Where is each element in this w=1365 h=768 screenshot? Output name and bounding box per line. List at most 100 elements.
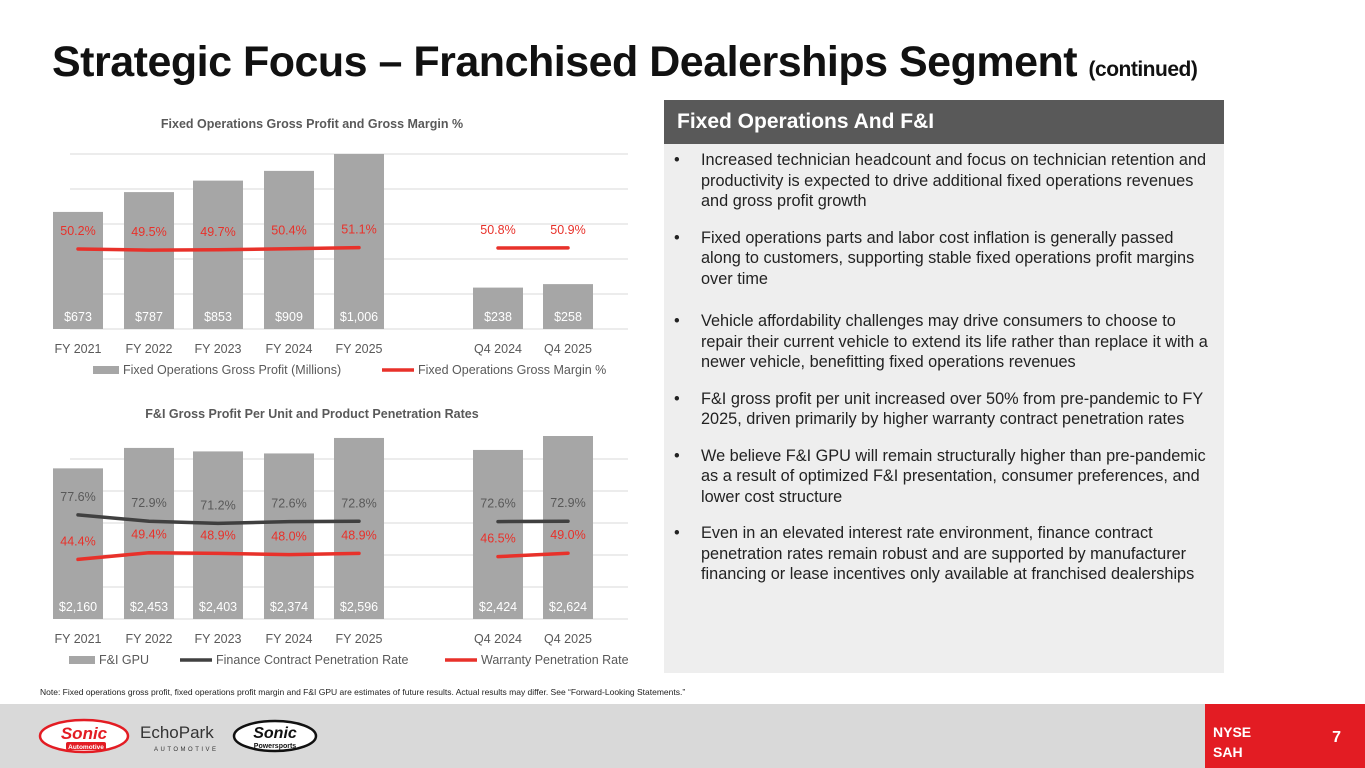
line-value-label: 77.6% xyxy=(60,490,95,504)
bar xyxy=(124,447,174,619)
line-value-label: 49.0% xyxy=(550,528,585,542)
series-line-fy xyxy=(76,550,361,562)
bar-value-label: $238 xyxy=(484,310,512,324)
chart-title: Fixed Operations Gross Profit and Gross … xyxy=(161,117,463,131)
bar-value-label: $2,424 xyxy=(479,600,517,614)
line-value-label: 46.5% xyxy=(480,532,515,546)
series-line-q4 xyxy=(496,551,570,559)
logo-text: Sonic xyxy=(253,725,297,742)
bar xyxy=(53,211,103,329)
bar xyxy=(543,436,593,619)
x-tick-label: FY 2023 xyxy=(194,632,241,646)
bar-value-label: $673 xyxy=(64,310,92,324)
chart-title: F&I Gross Profit Per Unit and Product Pe… xyxy=(145,407,478,421)
fi-gpu-chart: F&I Gross Profit Per Unit and Product Pe… xyxy=(53,407,629,667)
line-value-label: 49.7% xyxy=(200,225,235,239)
fixed-ops-chart: Fixed Operations Gross Profit and Gross … xyxy=(53,117,628,377)
bullet-list: Increased technician headcount and focus… xyxy=(664,150,1224,585)
legend-swatch xyxy=(93,366,119,374)
legend-label: Fixed Operations Gross Profit (Millions) xyxy=(123,363,341,377)
sonic-automotive-logo: Sonic Automotive xyxy=(38,718,130,754)
line-value-label: 51.1% xyxy=(341,223,376,237)
line-value-label: 72.8% xyxy=(341,496,376,510)
legend-swatch xyxy=(69,656,95,664)
ticker-exchange: NYSE xyxy=(1213,724,1252,740)
bar-value-label: $853 xyxy=(204,310,232,324)
bullet-item: F&I gross profit per unit increased over… xyxy=(674,389,1214,430)
line-value-label: 49.5% xyxy=(131,225,166,239)
logo-text: EchoPark xyxy=(140,723,214,742)
line-value-label: 72.6% xyxy=(271,497,306,511)
x-tick-label: FY 2021 xyxy=(54,342,101,356)
bar-value-label: $2,624 xyxy=(549,600,587,614)
line-value-label: 72.6% xyxy=(480,497,515,511)
bar xyxy=(334,154,384,329)
bar xyxy=(473,287,523,329)
bar-value-label: $2,453 xyxy=(130,600,168,614)
ticker-box: NYSE SAH 7 xyxy=(1205,704,1365,768)
legend-label: Warranty Penetration Rate xyxy=(481,653,629,667)
x-tick-label: Q4 2025 xyxy=(544,632,592,646)
bar-value-label: $2,596 xyxy=(340,600,378,614)
legend-label: Fixed Operations Gross Margin % xyxy=(418,363,606,377)
footer-bar xyxy=(0,704,1365,768)
bar xyxy=(193,180,243,329)
bar xyxy=(334,437,384,619)
x-tick-label: FY 2023 xyxy=(194,342,241,356)
line-value-label: 48.9% xyxy=(341,528,376,542)
line-value-label: 44.4% xyxy=(60,534,95,548)
bar xyxy=(193,451,243,619)
line-value-label: 48.0% xyxy=(271,530,306,544)
bar xyxy=(264,453,314,619)
logo-text: Sonic xyxy=(61,724,108,743)
bar-value-label: $2,160 xyxy=(59,600,97,614)
bar xyxy=(543,284,593,329)
x-tick-label: Q4 2025 xyxy=(544,342,592,356)
line-value-label: 71.2% xyxy=(200,498,235,512)
line-value-label: 48.9% xyxy=(200,528,235,542)
bar-value-label: $2,374 xyxy=(270,600,308,614)
line-value-label: 72.9% xyxy=(131,496,166,510)
footnote: Note: Fixed operations gross profit, fix… xyxy=(40,687,686,697)
ticker-symbol: SAH xyxy=(1213,744,1243,760)
line-value-label: 50.4% xyxy=(271,224,306,238)
title-text: Strategic Focus – Franchised Dealerships… xyxy=(52,38,1078,86)
line-value-label: 50.9% xyxy=(550,223,585,237)
series-line-fy xyxy=(76,513,361,526)
echopark-logo: EchoPark AUTOMOTIVE xyxy=(140,723,219,753)
legend-label: Finance Contract Penetration Rate xyxy=(216,653,409,667)
x-tick-label: FY 2024 xyxy=(265,632,312,646)
x-tick-label: FY 2024 xyxy=(265,342,312,356)
bullet-item: Vehicle affordability challenges may dri… xyxy=(674,311,1214,373)
x-tick-label: Q4 2024 xyxy=(474,632,522,646)
ticker-text: NYSE SAH xyxy=(1213,722,1251,762)
bar xyxy=(53,468,103,619)
logo-subtext: AUTOMOTIVE xyxy=(154,747,219,753)
page-number: 7 xyxy=(1332,729,1341,746)
bar-value-label: $787 xyxy=(135,310,163,324)
bullet-item: We believe F&I GPU will remain structura… xyxy=(674,446,1214,508)
line-value-label: 72.9% xyxy=(550,496,585,510)
bar-value-label: $1,006 xyxy=(340,310,378,324)
bar xyxy=(473,449,523,619)
logo-subtext: Automotive xyxy=(68,744,104,751)
line-value-label: 49.4% xyxy=(131,528,166,542)
bar-value-label: $909 xyxy=(275,310,303,324)
x-tick-label: FY 2021 xyxy=(54,632,101,646)
series-line-fy xyxy=(76,245,361,252)
logo-subtext: Powersports xyxy=(254,743,297,750)
page-title: Strategic Focus – Franchised Dealerships… xyxy=(52,38,1198,87)
x-tick-label: Q4 2024 xyxy=(474,342,522,356)
x-tick-label: FY 2025 xyxy=(335,632,382,646)
fixed-ops-fi-panel: Fixed Operations And F&I Increased techn… xyxy=(664,100,1224,673)
line-value-label: 50.8% xyxy=(480,223,515,237)
bullet-item: Increased technician headcount and focus… xyxy=(674,150,1214,212)
bar xyxy=(124,192,174,329)
x-tick-label: FY 2022 xyxy=(125,632,172,646)
legend-label: F&I GPU xyxy=(99,653,149,667)
bar-value-label: $2,403 xyxy=(199,600,237,614)
bullet-item: Even in an elevated interest rate enviro… xyxy=(674,523,1214,585)
panel-heading: Fixed Operations And F&I xyxy=(664,100,1224,144)
bar-value-label: $258 xyxy=(554,310,582,324)
x-tick-label: FY 2025 xyxy=(335,342,382,356)
